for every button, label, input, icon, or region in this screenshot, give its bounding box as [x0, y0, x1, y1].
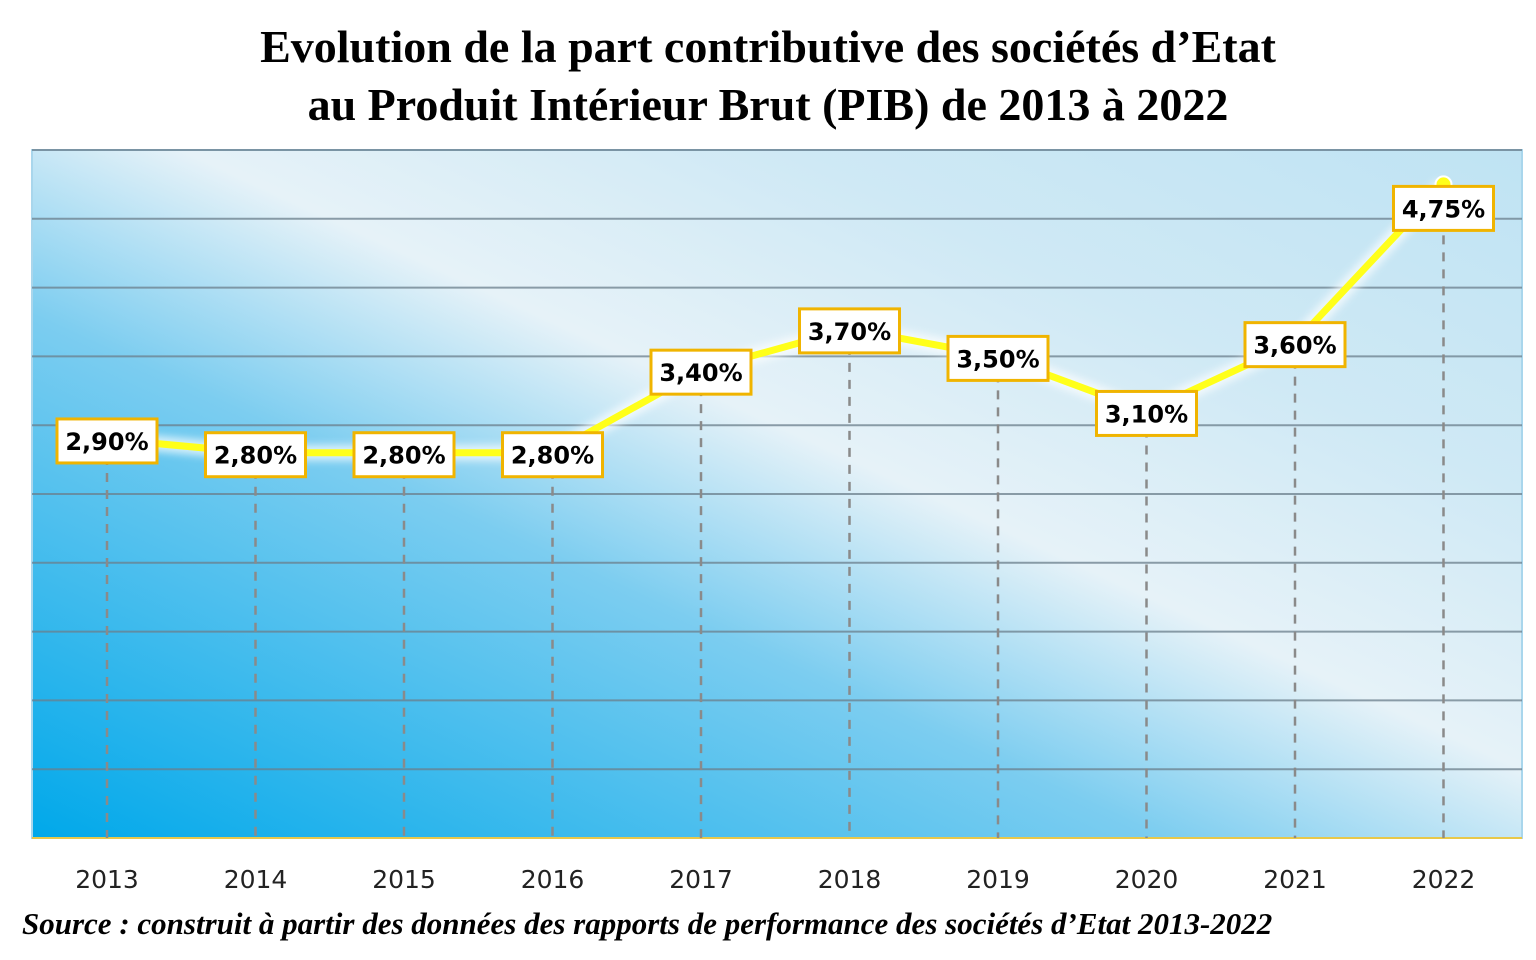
chart-title-line2: au Produit Intérieur Brut (PIB) de 2013 …	[307, 79, 1229, 130]
data-label-text: 3,70%	[808, 318, 891, 346]
data-label-box	[204, 431, 307, 479]
data-label-box	[1095, 389, 1198, 437]
data-label-text: 2,80%	[214, 442, 297, 470]
x-tick-label: 2022	[1412, 865, 1476, 894]
data-label-box	[501, 431, 604, 479]
data-label: 2,80%	[204, 431, 307, 479]
data-label-box	[352, 431, 456, 479]
data-label-text: 2,80%	[511, 442, 594, 470]
data-label-box	[798, 307, 901, 355]
data-label: 3,50%	[946, 334, 1050, 382]
source-note: Source : construit à partir des données …	[22, 906, 1273, 941]
x-tick-label: 2015	[372, 865, 436, 894]
data-label-text: 4,75%	[1402, 195, 1485, 223]
x-tick-label: 2018	[818, 865, 882, 894]
data-label-box	[946, 334, 1050, 382]
data-label-text: 2,80%	[362, 442, 445, 470]
data-label-box	[55, 417, 159, 465]
data-label-box	[649, 348, 753, 396]
data-label-box	[1243, 321, 1347, 369]
data-label-box	[1392, 184, 1495, 232]
data-label: 2,80%	[501, 431, 604, 479]
series-line	[106, 182, 1447, 457]
data-label: 3,40%	[649, 348, 753, 396]
x-tick-label: 2017	[669, 865, 733, 894]
chart-title-line1: Evolution de la part contributive des so…	[260, 21, 1276, 72]
data-label-text: 3,10%	[1105, 400, 1188, 428]
data-label-text: 3,60%	[1253, 332, 1336, 360]
x-tick-label: 2019	[966, 865, 1030, 894]
data-label: 3,70%	[798, 307, 901, 355]
chart-title: Evolution de la part contributive des so…	[0, 18, 1536, 134]
x-tick-label: 2014	[224, 865, 288, 894]
x-tick-label: 2020	[1115, 865, 1179, 894]
data-label-text: 3,50%	[956, 345, 1039, 373]
data-label: 3,60%	[1243, 321, 1347, 369]
data-label-text: 3,40%	[659, 359, 742, 387]
x-tick-label: 2013	[75, 865, 139, 894]
data-label: 4,75%	[1392, 184, 1495, 232]
data-label: 2,90%	[55, 417, 159, 465]
x-tick-label: 2016	[521, 865, 585, 894]
data-label-text: 2,90%	[65, 428, 148, 456]
x-tick-label: 2021	[1263, 865, 1327, 894]
data-label: 2,80%	[352, 431, 456, 479]
data-label: 3,10%	[1095, 389, 1198, 437]
